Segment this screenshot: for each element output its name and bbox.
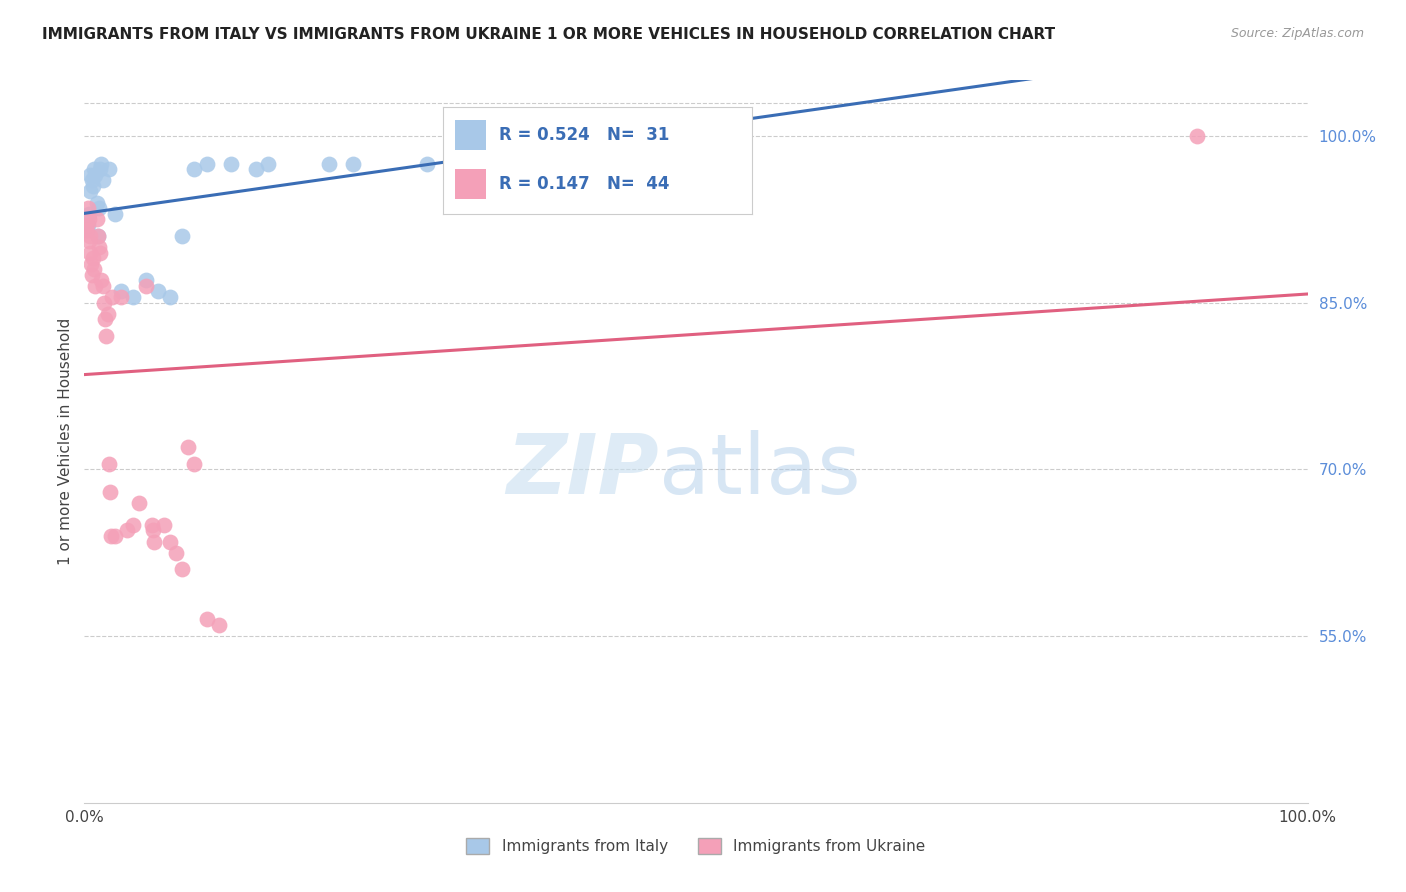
Point [77, 235, 100, 249]
Point [77, 218, 100, 232]
Point [89, 245, 111, 260]
Point [86, 195, 108, 210]
Point [342, 156, 364, 170]
Text: ZIP: ZIP [506, 430, 659, 511]
Point [79, 228, 101, 243]
Point [115, 524, 138, 538]
Point [76, 218, 98, 232]
Point [93, 295, 115, 310]
Point [183, 162, 205, 177]
Point [257, 156, 280, 170]
Point [172, 562, 194, 576]
Point [97, 162, 120, 177]
Point [87, 228, 110, 243]
Point [82, 251, 104, 265]
Point [165, 546, 187, 560]
Point [90, 273, 112, 287]
Point [77, 212, 100, 227]
Point [245, 162, 267, 177]
Point [122, 517, 145, 532]
Point [135, 279, 157, 293]
Point [153, 517, 176, 532]
Point [87, 240, 110, 254]
Point [195, 612, 218, 626]
Point [100, 529, 122, 543]
Point [416, 156, 439, 170]
Point [128, 496, 150, 510]
Text: R = 0.147   N=  44: R = 0.147 N= 44 [499, 175, 669, 193]
Point [110, 285, 132, 299]
Point [83, 162, 105, 177]
Point [146, 285, 169, 299]
Point [208, 618, 231, 632]
Point [84, 168, 107, 182]
Point [89, 162, 111, 177]
Text: R = 0.524   N=  31: R = 0.524 N= 31 [499, 126, 669, 144]
FancyBboxPatch shape [456, 120, 486, 150]
Point [91, 173, 114, 187]
Legend: Immigrants from Italy, Immigrants from Ukraine: Immigrants from Italy, Immigrants from U… [460, 832, 932, 860]
Point [84, 279, 107, 293]
Point [183, 457, 205, 471]
Point [104, 207, 127, 221]
Point [83, 262, 105, 277]
Point [195, 156, 218, 170]
Y-axis label: 1 or more Vehicles in Household: 1 or more Vehicles in Household [58, 318, 73, 566]
Point [135, 273, 157, 287]
Point [76, 223, 98, 237]
Point [143, 534, 166, 549]
Point [79, 168, 101, 182]
Point [77, 207, 100, 221]
Point [91, 279, 114, 293]
Point [1187, 128, 1209, 143]
Point [87, 228, 110, 243]
Point [122, 290, 145, 304]
Point [98, 484, 121, 499]
Point [80, 257, 103, 271]
Point [77, 201, 100, 215]
Text: atlas: atlas [659, 430, 860, 511]
Point [82, 178, 104, 193]
Point [96, 329, 118, 343]
Point [90, 156, 112, 170]
Text: IMMIGRANTS FROM ITALY VS IMMIGRANTS FROM UKRAINE 1 OR MORE VEHICLES IN HOUSEHOLD: IMMIGRANTS FROM ITALY VS IMMIGRANTS FROM… [42, 27, 1056, 42]
Point [75, 223, 97, 237]
Point [142, 524, 165, 538]
Point [79, 185, 101, 199]
Point [177, 440, 200, 454]
Point [97, 307, 120, 321]
Point [101, 290, 124, 304]
Point [97, 457, 120, 471]
Point [219, 156, 242, 170]
Point [94, 312, 117, 326]
Point [318, 156, 340, 170]
Point [80, 268, 103, 282]
Text: Source: ZipAtlas.com: Source: ZipAtlas.com [1230, 27, 1364, 40]
Point [104, 529, 127, 543]
FancyBboxPatch shape [456, 169, 486, 199]
Point [159, 534, 181, 549]
Point [80, 173, 103, 187]
Point [172, 228, 194, 243]
Point [86, 212, 108, 227]
Point [79, 245, 101, 260]
Point [110, 290, 132, 304]
Point [159, 290, 181, 304]
Point [141, 517, 163, 532]
Point [87, 201, 110, 215]
